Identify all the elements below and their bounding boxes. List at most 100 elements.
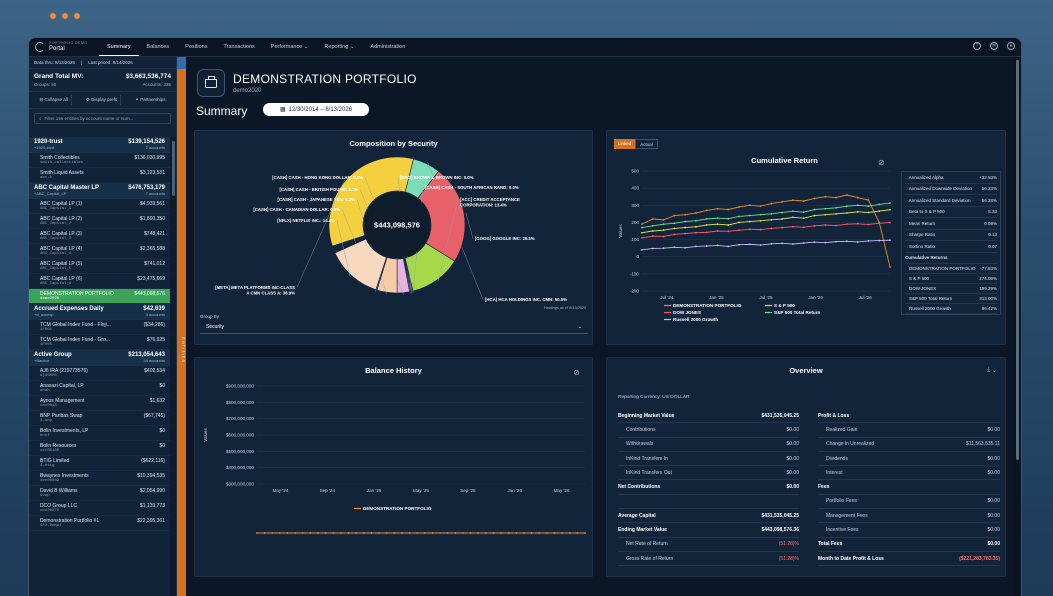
list-item[interactable]: Smith Liquid Assets $3,123,531 abc-1 xyxy=(29,168,170,183)
data-point[interactable] xyxy=(716,230,719,232)
data-point[interactable] xyxy=(878,203,881,206)
list-item[interactable]: Bolin Resources $0 xec00160 xyxy=(29,441,170,456)
data-point[interactable] xyxy=(856,196,859,199)
data-point[interactable] xyxy=(824,195,827,198)
data-point[interactable] xyxy=(641,231,643,234)
data-point[interactable] xyxy=(515,532,518,534)
help-icon[interactable]: ? xyxy=(973,42,981,50)
data-point[interactable] xyxy=(705,224,708,226)
data-point[interactable] xyxy=(727,224,730,226)
data-point[interactable] xyxy=(781,218,784,220)
data-point[interactable] xyxy=(824,224,827,226)
data-point[interactable] xyxy=(835,196,837,199)
data-point[interactable] xyxy=(416,532,419,534)
data-point[interactable] xyxy=(802,226,805,229)
data-point[interactable] xyxy=(748,220,751,223)
data-point[interactable] xyxy=(492,532,495,534)
data-point[interactable] xyxy=(705,245,708,247)
list-item[interactable]: DEMONSTRATION PORTFOLIO $443,098,576 demo2… xyxy=(29,289,170,304)
data-point[interactable] xyxy=(651,218,654,220)
data-point[interactable] xyxy=(462,532,464,534)
data-point[interactable] xyxy=(662,235,665,238)
entities-tab[interactable]: ENTITIES xyxy=(177,57,186,596)
data-point[interactable] xyxy=(651,247,654,250)
list-item[interactable]: AJ6 IRA (219773576) $402,534 aj60000 xyxy=(29,366,170,381)
group-header[interactable]: ABC Capital Master LP $476,753,179 +ABC_Ca… xyxy=(29,183,170,199)
data-point[interactable] xyxy=(878,239,881,242)
data-point[interactable] xyxy=(423,532,426,534)
data-point[interactable] xyxy=(792,243,794,245)
data-point[interactable] xyxy=(867,240,870,242)
data-point[interactable] xyxy=(738,215,740,218)
list-item[interactable]: DCO Group LLC $1,139,773 xec00070 xyxy=(29,501,170,516)
data-point[interactable] xyxy=(770,227,773,230)
data-point[interactable] xyxy=(500,532,502,534)
group-header[interactable]: Accrued Expenses Daily $42,639 +d_accexp 3 … xyxy=(29,304,170,320)
data-point[interactable] xyxy=(684,213,687,216)
data-point[interactable] xyxy=(835,224,837,227)
data-point[interactable] xyxy=(856,204,859,207)
data-point[interactable] xyxy=(878,210,881,213)
data-point[interactable] xyxy=(813,214,816,217)
nav-balances[interactable]: Balances xyxy=(146,44,170,50)
data-point[interactable] xyxy=(738,221,740,224)
data-point[interactable] xyxy=(813,197,816,200)
data-point[interactable] xyxy=(824,213,827,216)
partnerships-button[interactable]: ⚭ Partnerships xyxy=(132,95,168,105)
list-item[interactable]: ABC Capital LP (4) $2,365,588 ABC_Capital_… xyxy=(29,244,170,259)
group-header[interactable]: 1920-trust $139,154,526 +1920-trust 2 accou… xyxy=(29,137,170,153)
series-line[interactable] xyxy=(641,209,891,234)
app-logo[interactable]: PORTFOLIO DEMO Portal xyxy=(29,42,99,52)
data-point[interactable] xyxy=(286,532,289,534)
data-point[interactable] xyxy=(340,532,342,534)
data-point[interactable] xyxy=(576,532,579,534)
data-point[interactable] xyxy=(507,532,510,534)
data-point[interactable] xyxy=(716,223,719,226)
data-point[interactable] xyxy=(393,532,396,534)
nav-transactions[interactable]: Transactions xyxy=(223,44,255,50)
data-point[interactable] xyxy=(695,225,697,228)
data-point[interactable] xyxy=(770,212,773,215)
data-point[interactable] xyxy=(705,218,708,220)
data-point[interactable] xyxy=(651,230,654,232)
data-point[interactable] xyxy=(662,247,665,250)
nav-reporting[interactable]: Reporting ⌄ xyxy=(316,38,362,56)
settings-icon[interactable]: ✲ xyxy=(990,42,998,50)
data-point[interactable] xyxy=(317,532,319,534)
data-point[interactable] xyxy=(641,248,643,251)
data-point[interactable] xyxy=(673,246,676,249)
data-point[interactable] xyxy=(301,532,304,534)
data-point[interactable] xyxy=(867,205,870,208)
data-point[interactable] xyxy=(561,532,564,534)
data-point[interactable] xyxy=(584,532,586,534)
data-point[interactable] xyxy=(538,532,541,534)
main-scroll-thumb[interactable] xyxy=(1015,60,1019,460)
data-point[interactable] xyxy=(553,532,556,534)
data-point[interactable] xyxy=(792,225,794,228)
data-point[interactable] xyxy=(867,211,870,214)
data-point[interactable] xyxy=(889,208,891,211)
list-item[interactable]: ABC Capital LP (3) $748,421 ABC_Capital_3 xyxy=(29,229,170,244)
data-point[interactable] xyxy=(530,532,533,534)
nav-summary[interactable]: Summary xyxy=(99,38,139,56)
data-point[interactable] xyxy=(378,532,380,534)
data-point[interactable] xyxy=(454,532,457,534)
data-point[interactable] xyxy=(802,217,805,220)
data-point[interactable] xyxy=(748,204,751,207)
list-item[interactable]: Anasazi Capital, LP $0 anah xyxy=(29,381,170,396)
data-point[interactable] xyxy=(889,202,891,204)
data-point[interactable] xyxy=(835,212,837,215)
list-item[interactable]: Smith Collectibles $136,030,995 smith-coll… xyxy=(29,153,170,168)
data-point[interactable] xyxy=(845,212,848,214)
nav-positions[interactable]: Positions xyxy=(185,44,208,50)
data-point[interactable] xyxy=(727,217,730,220)
data-point[interactable] xyxy=(748,228,751,231)
list-item[interactable]: BTIG Limited ($622,116) 4-btig xyxy=(29,456,170,471)
data-point[interactable] xyxy=(523,532,525,534)
list-item[interactable]: Aynos Management $1,632 xec0048 xyxy=(29,396,170,411)
main-scrollbar[interactable] xyxy=(1013,57,1021,596)
series-line[interactable] xyxy=(641,194,891,268)
data-point[interactable] xyxy=(294,532,297,534)
data-point[interactable] xyxy=(545,532,548,534)
data-point[interactable] xyxy=(759,228,762,231)
